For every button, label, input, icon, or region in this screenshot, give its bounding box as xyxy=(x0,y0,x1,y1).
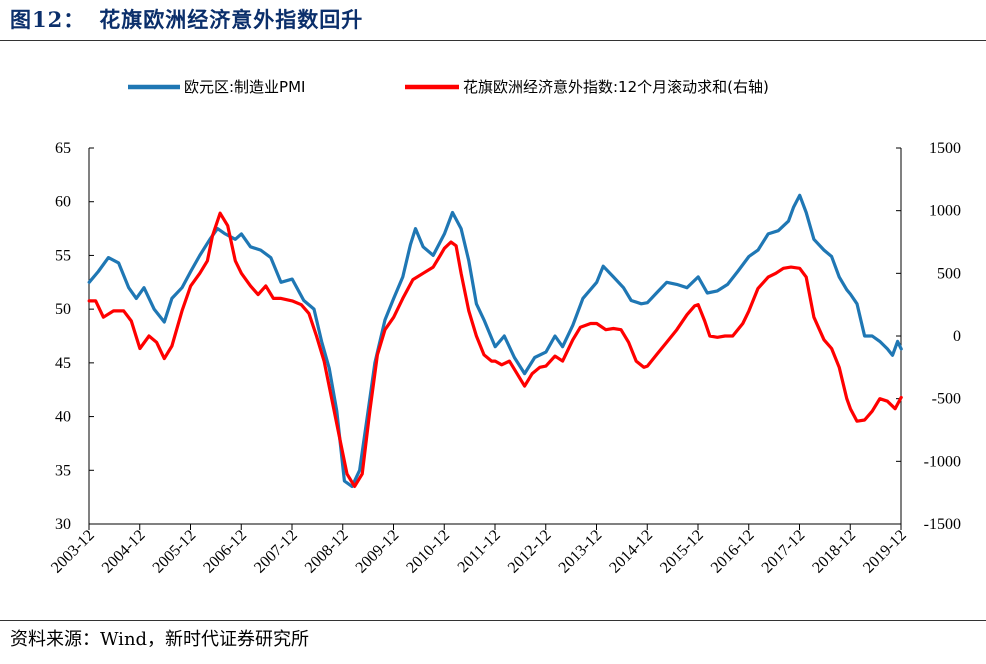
left-tick-label: 45 xyxy=(55,355,71,372)
left-tick-label: 40 xyxy=(55,409,71,426)
right-tick-label: 500 xyxy=(937,265,961,282)
x-tick-label: 2015-12 xyxy=(657,527,707,577)
title-divider xyxy=(0,40,986,41)
x-tick-label: 2004-12 xyxy=(99,527,149,577)
x-tick-label: 2012-12 xyxy=(505,527,555,577)
right-tick-label: 0 xyxy=(953,328,961,345)
x-tick-label: 2003-12 xyxy=(48,527,98,577)
x-tick-label: 2007-12 xyxy=(251,527,301,577)
x-tick-label: 2018-12 xyxy=(809,527,859,577)
x-tick-label: 2008-12 xyxy=(302,527,352,577)
x-tick-label: 2019-12 xyxy=(860,527,910,577)
left-tick-label: 30 xyxy=(55,516,71,533)
right-tick-label: -1000 xyxy=(924,453,961,470)
right-tick-label: -1500 xyxy=(924,516,961,533)
right-axis-ticks: -1500 -1000 -500 0 500 1000 1500 xyxy=(896,140,961,533)
x-tick-label: 2011-12 xyxy=(455,527,504,576)
source-note: 资料来源：Wind，新时代证券研究所 xyxy=(10,629,310,650)
left-tick-label: 60 xyxy=(55,194,71,211)
x-tick-label: 2017-12 xyxy=(759,527,809,577)
legend-label-citi: 花旗欧洲经济意外指数:12个月滚动求和(右轴) xyxy=(463,78,769,96)
legend-label-pmi: 欧元区:制造业PMI xyxy=(184,78,305,96)
left-tick-label: 50 xyxy=(55,301,71,318)
chart-plot: 欧元区:制造业PMI 花旗欧洲经济意外指数:12个月滚动求和(右轴) 30 35 4… xyxy=(48,78,961,577)
right-tick-label: 1500 xyxy=(929,140,961,157)
x-tick-label: 2005-12 xyxy=(150,527,200,577)
legend: 欧元区:制造业PMI 花旗欧洲经济意外指数:12个月滚动求和(右轴) xyxy=(128,78,769,96)
left-tick-label: 55 xyxy=(55,247,71,264)
x-tick-label: 2014-12 xyxy=(606,527,656,577)
series-line-citi xyxy=(87,211,903,488)
x-tick-label: 2009-12 xyxy=(353,527,403,577)
figure-title: 花旗欧洲经济意外指数回升 xyxy=(99,7,364,32)
x-tick-label: 2016-12 xyxy=(708,527,758,577)
series-layer xyxy=(87,193,903,488)
left-tick-label: 65 xyxy=(55,140,71,157)
right-tick-label: 1000 xyxy=(929,203,961,220)
x-axis-ticks: 2003-12 2004-12 2005-12 2006-12 2007-12 2008-… xyxy=(48,524,910,577)
x-tick-label: 2013-12 xyxy=(556,527,606,577)
footer-divider xyxy=(0,620,986,621)
chart-title: 图12： 花旗欧洲经济意外指数回升 xyxy=(10,4,363,34)
x-tick-label: 2006-12 xyxy=(200,527,250,577)
figure-number: 图12： xyxy=(10,7,86,32)
left-axis-ticks: 30 35 40 45 50 55 60 65 xyxy=(55,140,94,533)
right-tick-label: -500 xyxy=(932,391,961,408)
left-tick-label: 35 xyxy=(55,462,71,479)
x-tick-label: 2010-12 xyxy=(403,527,453,577)
